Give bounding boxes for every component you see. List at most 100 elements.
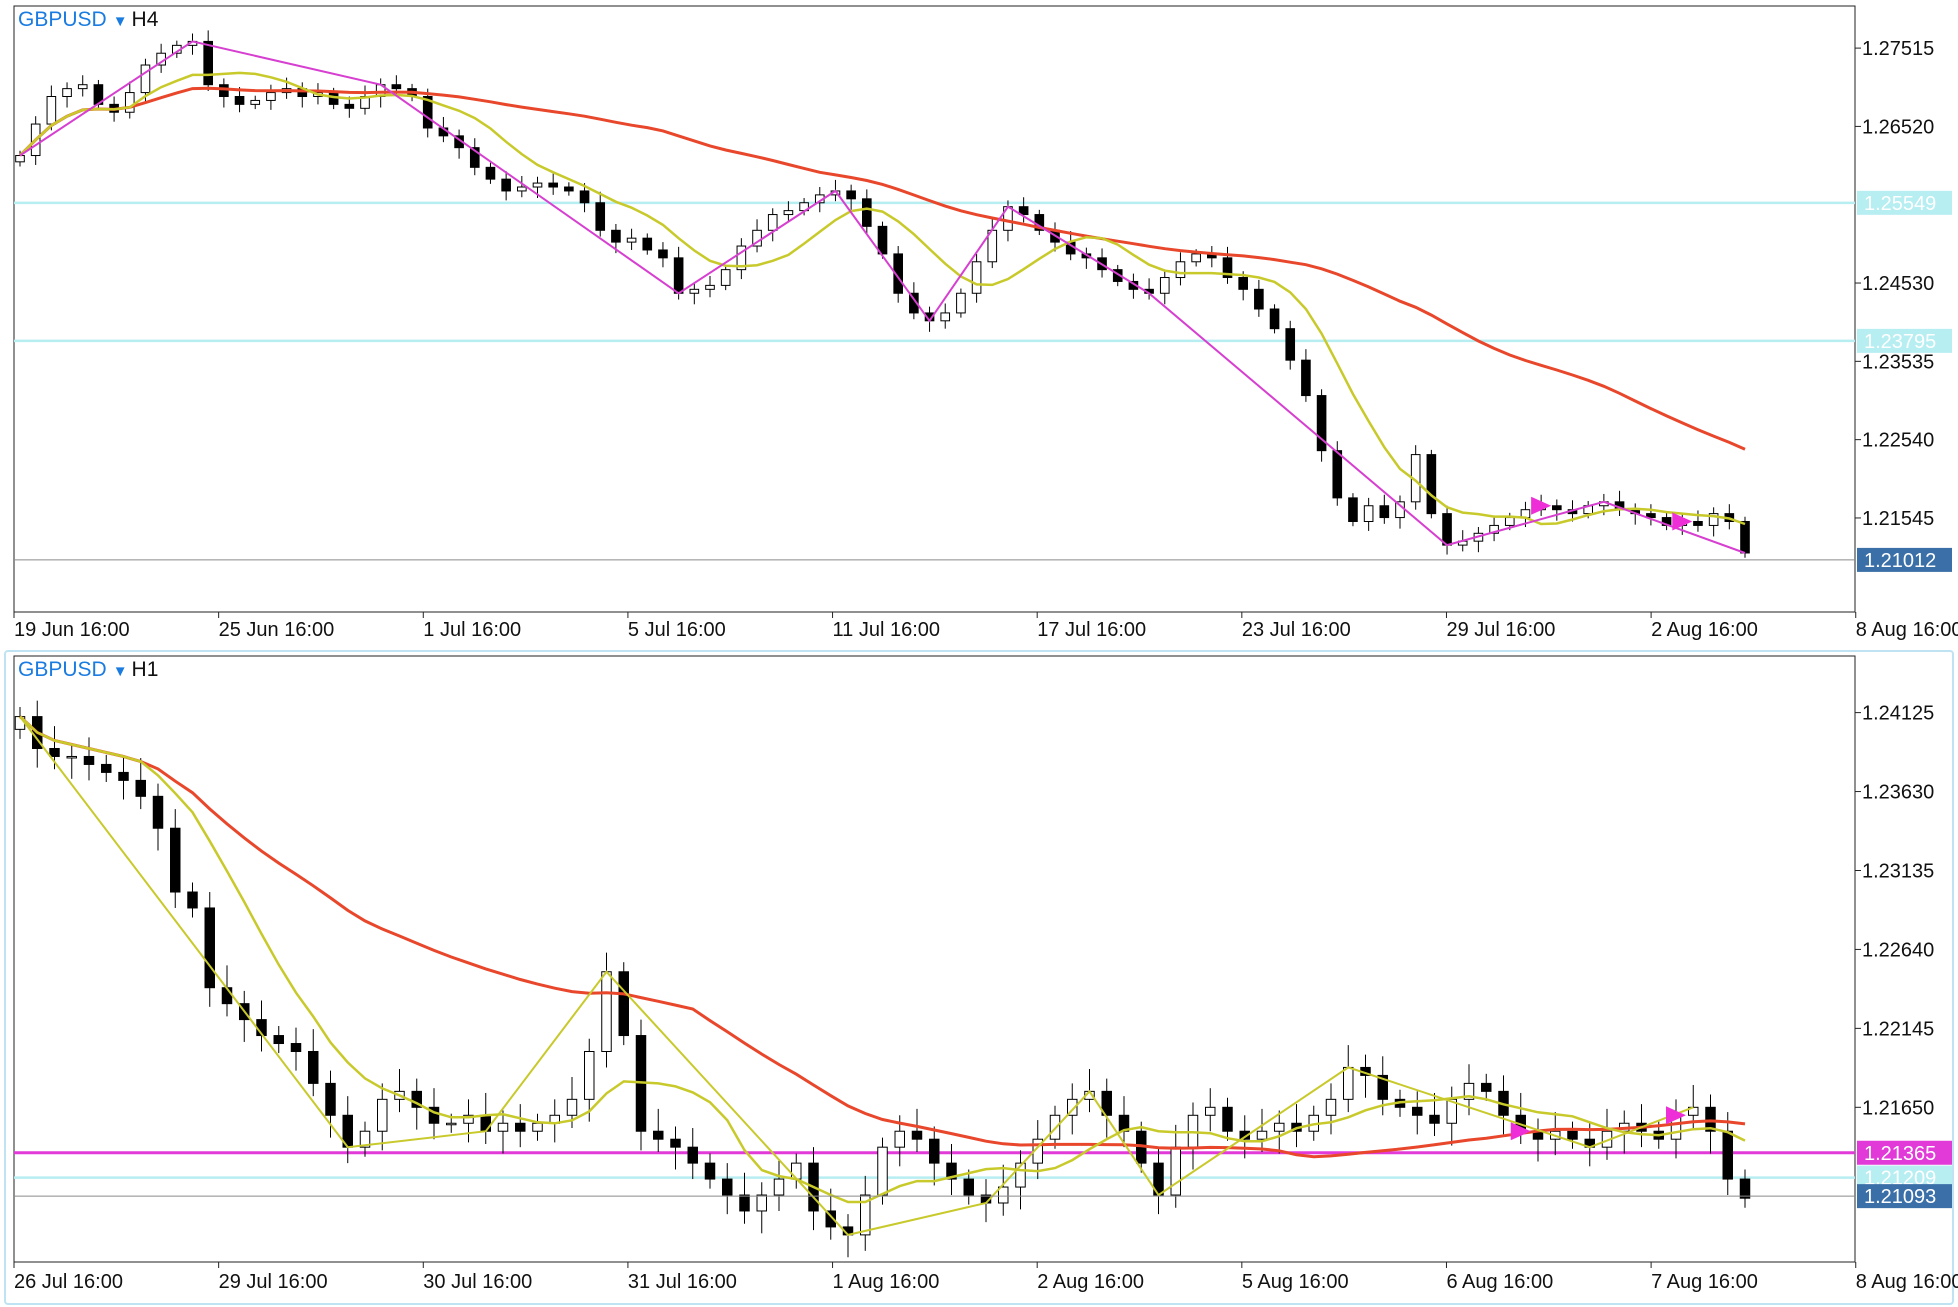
candle-body (971, 261, 982, 294)
current-price-tag (1857, 547, 1952, 572)
candle-body (618, 971, 629, 1037)
candle-body (689, 288, 700, 294)
candle-body (1552, 505, 1562, 511)
candle-body (290, 1043, 302, 1052)
candle-body (77, 84, 88, 90)
price-level-tag (1857, 190, 1952, 215)
candle-body (469, 147, 480, 168)
candle-body (1463, 1082, 1475, 1100)
price-tick-label: 1.23535 (1862, 351, 1934, 373)
chart-canvas-h4[interactable]: 1.27515 1.26520 1.24530 1.23535 1.22540 1.215… (0, 0, 1958, 648)
price-tick-label: 1.21650 (1862, 1097, 1934, 1119)
signal-arrow-icon (1672, 512, 1693, 531)
candle-body (204, 907, 215, 989)
symbol-name: GBPUSD (18, 658, 107, 681)
candle-body (658, 249, 668, 259)
price-level-tag-label: 1.25549 (1864, 193, 1936, 215)
candle-body (1708, 513, 1719, 526)
candle-body (411, 1090, 422, 1108)
candle-body (1332, 450, 1343, 499)
candle-body (956, 292, 966, 314)
price-tick-label: 1.22640 (1862, 939, 1934, 961)
chart-pane-h4[interactable]: 1.27515 1.26520 1.24530 1.23535 1.22540 1.215… (0, 0, 1958, 648)
price-tick-label: 1.24125 (1862, 703, 1934, 725)
candle-body (234, 96, 245, 105)
time-tick-label: 19 Jun 16:00 (14, 619, 130, 641)
candle-body (687, 1146, 698, 1164)
price-level-tag (1857, 1140, 1952, 1165)
candle-body (601, 971, 612, 1052)
candle-body (1256, 1130, 1268, 1140)
candle-body (1722, 1130, 1733, 1180)
candle-body (736, 245, 747, 271)
candle-body (219, 84, 229, 98)
candle-body (1316, 395, 1327, 452)
time-tick-label: 29 Jul 16:00 (1446, 619, 1555, 641)
candle-body (783, 210, 794, 216)
candle-body (911, 1130, 923, 1140)
candle-body (480, 1114, 491, 1132)
candle-body (877, 1146, 888, 1196)
candle-body (101, 763, 112, 773)
price-tick-label: 1.26520 (1862, 116, 1934, 138)
candle-body (1379, 505, 1390, 519)
signal-arrow-icon (1666, 1106, 1686, 1125)
moving-average-fast (19, 715, 1746, 1204)
candle-body (124, 92, 135, 113)
candle-body (673, 257, 684, 294)
candle-body (391, 84, 402, 90)
zigzag-indicator (19, 40, 1746, 554)
moving-average-slow (18, 715, 1746, 1159)
candle-body (894, 1130, 905, 1148)
chart-canvas-h1[interactable]: 1.24125 1.23630 1.23135 1.22640 1.22145 1.216… (0, 648, 1958, 1307)
candle-body (1018, 206, 1029, 216)
timeframe-label: H1 (131, 658, 159, 681)
candle-body (564, 186, 574, 192)
time-tick-label: 7 Aug 16:00 (1651, 1271, 1758, 1293)
candle-body (62, 88, 72, 98)
candle-body (1412, 1106, 1423, 1116)
candles (14, 700, 1751, 1258)
candle-body (1269, 308, 1280, 330)
symbol-selector-h1[interactable]: GBPUSD ▼ H1 (18, 658, 158, 682)
candle-body (1238, 277, 1248, 290)
candle-body (1325, 1098, 1337, 1116)
candle-body (1442, 513, 1452, 546)
candle-body (1222, 1106, 1233, 1132)
current-price-label: 1.21012 (1864, 550, 1936, 572)
candle-body (501, 178, 511, 192)
time-axis: 19 Jun 16:00 25 Jun 16:00 1 Jul 16:00 5 Jul… (13, 612, 1958, 641)
time-tick-label: 8 Aug 16:00 (1856, 619, 1958, 641)
time-tick-label: 23 Jul 16:00 (1242, 619, 1351, 641)
price-tick-label: 1.23630 (1862, 782, 1934, 804)
zigzag-indicator (19, 715, 1694, 1237)
candle-body (1285, 328, 1296, 361)
chart-pane-h1[interactable]: 1.24125 1.23630 1.23135 1.22640 1.22145 1.216… (0, 648, 1958, 1307)
candle-body (1426, 454, 1437, 515)
candle-body (893, 253, 903, 294)
candle-body (548, 182, 558, 188)
timeframe-label: H4 (131, 8, 159, 31)
candle-body (1254, 288, 1264, 310)
time-tick-label: 2 Aug 16:00 (1037, 1271, 1144, 1293)
candle-body (266, 92, 276, 101)
time-tick-label: 11 Jul 16:00 (833, 619, 941, 641)
time-tick-label: 8 Aug 16:00 (1856, 1271, 1958, 1293)
candle-body (626, 237, 637, 243)
candle-body (203, 40, 213, 86)
candle-body (344, 103, 355, 109)
candle-body (579, 190, 590, 204)
candle-body (532, 182, 543, 188)
moving-average-slow (18, 86, 1746, 451)
symbol-selector-h4[interactable]: GBPUSD ▼ H4 (18, 8, 158, 32)
price-axis: 1.27515 1.26520 1.24530 1.23535 1.22540 1.215… (1855, 38, 1934, 530)
candle-body (946, 1162, 957, 1180)
candle-body (1343, 1066, 1354, 1100)
time-tick-label: 1 Aug 16:00 (833, 1271, 940, 1293)
time-tick-label: 1 Jul 16:00 (423, 619, 521, 641)
candle-body (118, 771, 129, 781)
price-level-tag-label: 1.21365 (1864, 1143, 1936, 1165)
candle-body (1191, 253, 1201, 263)
price-level-tag-label: 1.23795 (1864, 331, 1936, 353)
plot-frame (13, 5, 1856, 613)
